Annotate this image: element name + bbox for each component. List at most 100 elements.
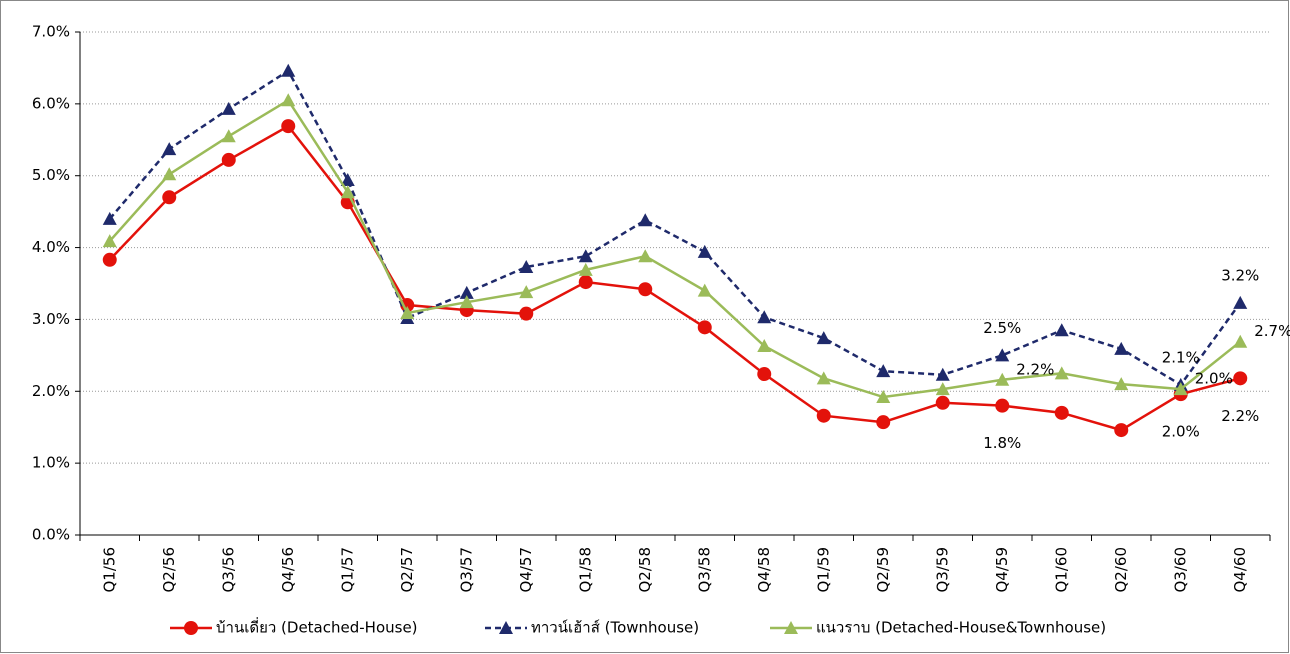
data-point	[162, 142, 177, 156]
x-tick-label: Q1/57	[338, 547, 356, 593]
x-tick-label: Q3/59	[933, 547, 951, 593]
data-point	[281, 63, 296, 77]
data-point	[816, 371, 831, 385]
data-point	[1173, 382, 1188, 396]
data-point	[1233, 334, 1248, 348]
data-point	[162, 167, 177, 181]
data-label: 2.5%	[983, 319, 1021, 337]
data-point	[995, 348, 1010, 362]
data-point	[757, 310, 772, 324]
x-tick-label: Q2/58	[636, 547, 654, 593]
series-line	[108, 124, 1241, 432]
legend-marker	[499, 621, 513, 634]
data-point	[876, 364, 891, 378]
x-tick-label: Q1/59	[814, 547, 832, 593]
data-point	[697, 244, 712, 258]
data-point	[935, 382, 950, 396]
y-tick-label: 1.0%	[32, 454, 70, 472]
data-point	[102, 234, 117, 248]
x-tick-label: Q3/58	[695, 547, 713, 593]
data-point	[162, 190, 177, 205]
x-tick-label: Q2/59	[874, 547, 892, 593]
data-point	[1114, 423, 1129, 438]
legend-label: แนวราบ (Detached-House&Townhouse)	[816, 619, 1106, 637]
x-tick-label: Q3/56	[219, 547, 237, 593]
data-label: 1.8%	[983, 434, 1021, 452]
x-tick-label: Q1/58	[576, 547, 594, 593]
data-point	[519, 259, 534, 273]
legend-label: บ้านเดี่ยว (Detached-House)	[216, 617, 418, 637]
data-label: 2.2%	[1016, 360, 1054, 378]
data-point	[1114, 377, 1129, 391]
data-point	[340, 173, 355, 187]
series-line	[108, 98, 1242, 399]
x-tick-label: Q2/56	[160, 547, 178, 593]
x-tick-label: Q1/60	[1052, 547, 1070, 593]
data-point	[816, 331, 831, 345]
data-point	[1233, 295, 1248, 309]
y-tick-label: 3.0%	[32, 310, 70, 328]
series-line	[108, 69, 1242, 387]
data-point	[102, 211, 117, 225]
data-point	[578, 275, 593, 290]
x-tick-label: Q4/59	[993, 547, 1011, 593]
x-tick-label: Q4/57	[517, 547, 535, 593]
data-point	[459, 285, 474, 299]
data-point	[697, 320, 712, 335]
y-tick-label: 0.0%	[32, 526, 70, 544]
data-point	[876, 390, 891, 404]
y-tick-label: 5.0%	[32, 166, 70, 184]
y-tick-label: 4.0%	[32, 238, 70, 256]
legend-label: ทาวน์เฮ้าส์ (Townhouse)	[531, 619, 699, 637]
data-point	[1054, 405, 1069, 420]
data-point	[400, 305, 415, 319]
data-label: 2.0%	[1195, 370, 1233, 388]
x-tick-label: Q1/56	[100, 547, 118, 593]
data-point	[459, 295, 474, 309]
x-tick-label: Q4/56	[279, 547, 297, 593]
data-label: 2.0%	[1162, 423, 1200, 441]
x-tick-label: Q4/60	[1231, 547, 1249, 593]
data-point	[578, 249, 593, 263]
data-point	[281, 119, 296, 134]
data-point	[519, 306, 534, 321]
data-point	[221, 129, 236, 143]
data-point	[1233, 371, 1248, 386]
data-point	[281, 93, 296, 107]
data-label: 2.2%	[1221, 407, 1259, 425]
data-point	[221, 101, 236, 115]
data-point	[757, 367, 772, 382]
data-label: 2.7%	[1254, 322, 1290, 340]
data-point	[221, 152, 236, 167]
data-point	[876, 415, 891, 430]
data-point	[340, 185, 355, 199]
x-tick-label: Q2/60	[1112, 547, 1130, 593]
data-point	[638, 249, 653, 263]
data-point	[816, 408, 831, 423]
y-tick-label: 6.0%	[32, 94, 70, 112]
data-label: 2.1%	[1162, 348, 1200, 366]
data-point	[935, 395, 950, 410]
data-point	[578, 262, 593, 276]
legend-marker	[784, 621, 798, 634]
data-point	[1054, 366, 1069, 380]
data-point	[102, 252, 117, 267]
data-point	[935, 367, 950, 381]
x-tick-label: Q3/57	[457, 547, 475, 593]
data-point	[697, 283, 712, 297]
data-point	[1054, 323, 1069, 337]
x-tick-label: Q3/60	[1171, 547, 1189, 593]
data-point	[519, 285, 534, 299]
data-point	[995, 398, 1010, 413]
data-label: 3.2%	[1221, 266, 1259, 284]
legend-marker	[184, 621, 198, 635]
y-tick-label: 7.0%	[32, 23, 70, 41]
data-point	[757, 339, 772, 353]
data-point	[995, 372, 1010, 386]
x-tick-label: Q4/58	[755, 547, 773, 593]
data-point	[1114, 341, 1129, 355]
y-tick-label: 2.0%	[32, 382, 70, 400]
